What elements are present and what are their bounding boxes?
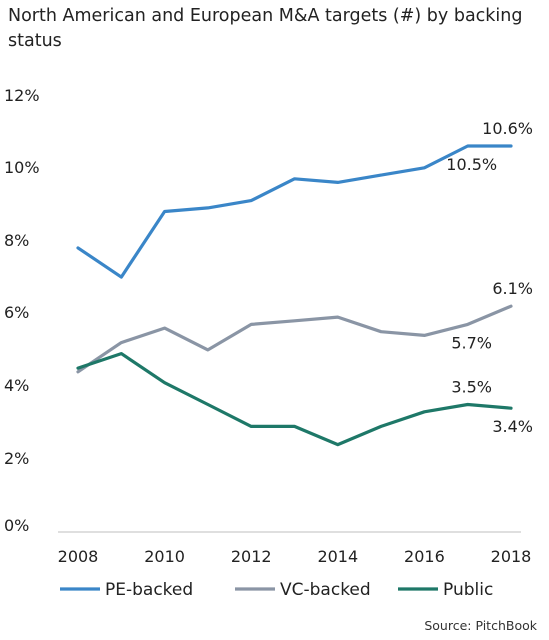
data-label: 10.5%	[446, 155, 497, 174]
y-tick-label: 4%	[4, 376, 29, 395]
legend-label: PE-backed	[105, 580, 193, 600]
y-axis-ticks: 0% 2% 4% 6% 8% 10% 12%	[4, 86, 40, 535]
series-line-public	[76, 352, 513, 447]
data-labels: 10.6% 10.5% 6.1% 5.7% 3.5% 3.4%	[446, 119, 533, 436]
series-line-vc-backed	[76, 304, 513, 374]
y-tick-label: 8%	[4, 231, 29, 250]
x-tick-label: 2010	[144, 547, 185, 566]
y-tick-label: 2%	[4, 449, 29, 468]
data-label: 3.4%	[492, 417, 533, 436]
legend-label: VC-backed	[280, 580, 371, 600]
x-tick-label: 2018	[491, 547, 532, 566]
y-tick-label: 6%	[4, 303, 29, 322]
data-label: 10.6%	[482, 119, 533, 138]
x-tick-label: 2016	[404, 547, 445, 566]
chart-title: North American and European M&A targets …	[8, 6, 523, 51]
series-lines	[76, 144, 513, 447]
x-tick-label: 2008	[58, 547, 99, 566]
y-tick-label: 12%	[4, 86, 40, 105]
x-tick-label: 2012	[231, 547, 272, 566]
x-tick-label: 2014	[317, 547, 358, 566]
data-label: 6.1%	[492, 279, 533, 298]
legend-label: Public	[443, 580, 493, 600]
x-axis-ticks: 2008 2010 2012 2014 2016 2018	[58, 547, 532, 566]
y-tick-label: 0%	[4, 516, 29, 535]
source-note: Source: PitchBook	[424, 618, 537, 633]
y-tick-label: 10%	[4, 158, 40, 177]
data-label: 3.5%	[451, 378, 492, 397]
data-label: 5.7%	[451, 333, 492, 352]
series-line-pe-backed	[76, 144, 513, 279]
legend: PE-backed VC-backed Public	[60, 580, 493, 600]
